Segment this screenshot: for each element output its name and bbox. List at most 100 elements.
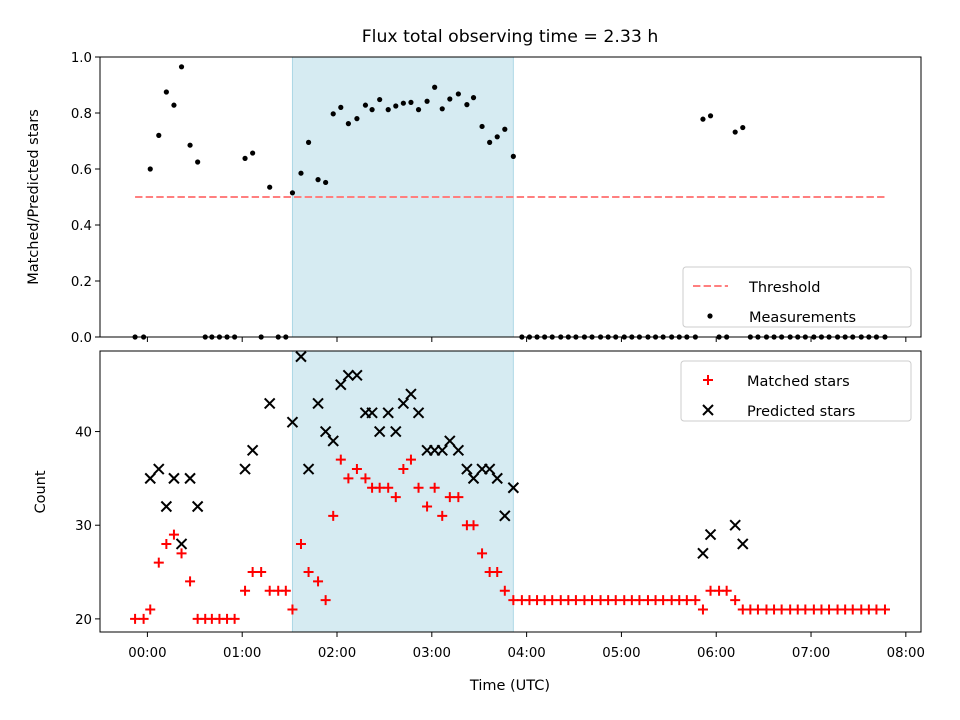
data-point	[494, 134, 500, 140]
data-point	[303, 567, 314, 578]
data-point	[587, 595, 598, 606]
data-point	[705, 585, 716, 596]
data-point	[335, 379, 347, 391]
data-point	[697, 604, 708, 615]
data-point	[502, 126, 508, 132]
x-axis-label: Time (UTC)	[469, 678, 550, 694]
data-point	[320, 595, 331, 606]
data-point	[185, 576, 196, 587]
data-point	[240, 585, 251, 596]
data-point	[707, 113, 714, 119]
data-point	[323, 179, 329, 186]
data-point	[737, 538, 749, 550]
data-point	[153, 557, 164, 568]
top-y-axis-label: Matched/Predicted stars	[26, 109, 42, 285]
y-tick-label: 30	[75, 519, 92, 534]
legend-box	[680, 360, 912, 422]
data-point	[483, 463, 496, 475]
data-point	[246, 444, 259, 456]
data-point	[229, 613, 240, 624]
data-point	[700, 116, 706, 122]
data-point	[184, 472, 196, 485]
bottom-panel: 20 30 40 00:00 01:00 02:00 03:00 04:00 05:00 06:0…	[75, 350, 925, 661]
data-point	[408, 99, 414, 105]
data-point	[328, 510, 339, 521]
x-tick-label: 03:00	[413, 646, 451, 661]
data-point	[163, 89, 169, 95]
series-predicted-stars	[144, 350, 749, 560]
data-point	[312, 397, 324, 410]
data-point	[298, 170, 304, 176]
bottom-y-axis-label: Count	[33, 470, 49, 513]
data-point	[429, 482, 440, 493]
data-point	[397, 397, 410, 410]
data-point	[447, 96, 453, 102]
data-point	[405, 388, 417, 400]
x-tick-label: 04:00	[507, 646, 545, 661]
data-point	[400, 100, 406, 106]
data-point	[776, 604, 787, 615]
x-tick-label: 00:00	[128, 646, 166, 661]
data-point	[740, 124, 746, 131]
data-point	[690, 595, 701, 606]
data-point	[153, 463, 165, 475]
data-point	[338, 104, 344, 110]
data-point	[330, 111, 336, 117]
data-point	[315, 177, 321, 183]
data-point	[507, 482, 520, 494]
data-point	[385, 107, 391, 113]
data-point	[390, 492, 401, 503]
plot-frame	[99, 350, 922, 633]
y-tick-label: 20	[75, 613, 92, 628]
data-point	[362, 102, 369, 108]
data-point	[437, 510, 448, 521]
data-point	[264, 585, 275, 596]
data-point	[455, 91, 461, 97]
legend-predicted-swatch	[702, 404, 714, 416]
data-point	[847, 604, 858, 615]
data-point	[570, 595, 581, 606]
data-point	[405, 454, 416, 465]
data-point	[413, 482, 424, 493]
y-tick-label: 40	[75, 426, 92, 441]
y-tick-label: 0.6	[71, 163, 92, 178]
chart-title: Flux total observing time = 2.33 h	[362, 27, 659, 47]
data-point	[351, 369, 363, 382]
data-point	[373, 425, 386, 438]
data-point	[721, 585, 732, 596]
data-point	[187, 142, 193, 148]
data-point	[432, 84, 438, 90]
data-point	[287, 604, 298, 615]
data-point	[286, 416, 299, 428]
x-tick-label: 01:00	[223, 646, 261, 661]
data-point	[461, 463, 473, 475]
data-point	[439, 106, 445, 112]
data-point	[267, 184, 273, 190]
legend-label: Predicted stars	[747, 404, 855, 420]
data-point	[390, 425, 402, 438]
data-point	[256, 567, 267, 578]
legend-matched-swatch	[703, 375, 713, 385]
data-point	[369, 107, 375, 113]
data-point	[453, 492, 464, 503]
x-tick-label: 06:00	[697, 646, 735, 661]
data-point	[342, 369, 355, 382]
data-point	[305, 139, 312, 145]
data-point	[491, 472, 503, 485]
data-point	[171, 102, 177, 108]
data-point	[168, 529, 179, 540]
shaded-interval	[291, 350, 514, 633]
data-point	[729, 519, 741, 531]
data-point	[144, 472, 156, 485]
data-point	[289, 190, 296, 196]
data-point	[752, 604, 763, 615]
data-point	[424, 98, 430, 104]
data-point	[345, 121, 351, 127]
data-point	[383, 482, 394, 493]
data-point	[382, 407, 394, 419]
data-point	[295, 350, 307, 363]
x-tick-label: 07:00	[792, 646, 830, 661]
data-point	[145, 604, 156, 615]
data-point	[239, 463, 251, 475]
data-point	[327, 435, 339, 447]
